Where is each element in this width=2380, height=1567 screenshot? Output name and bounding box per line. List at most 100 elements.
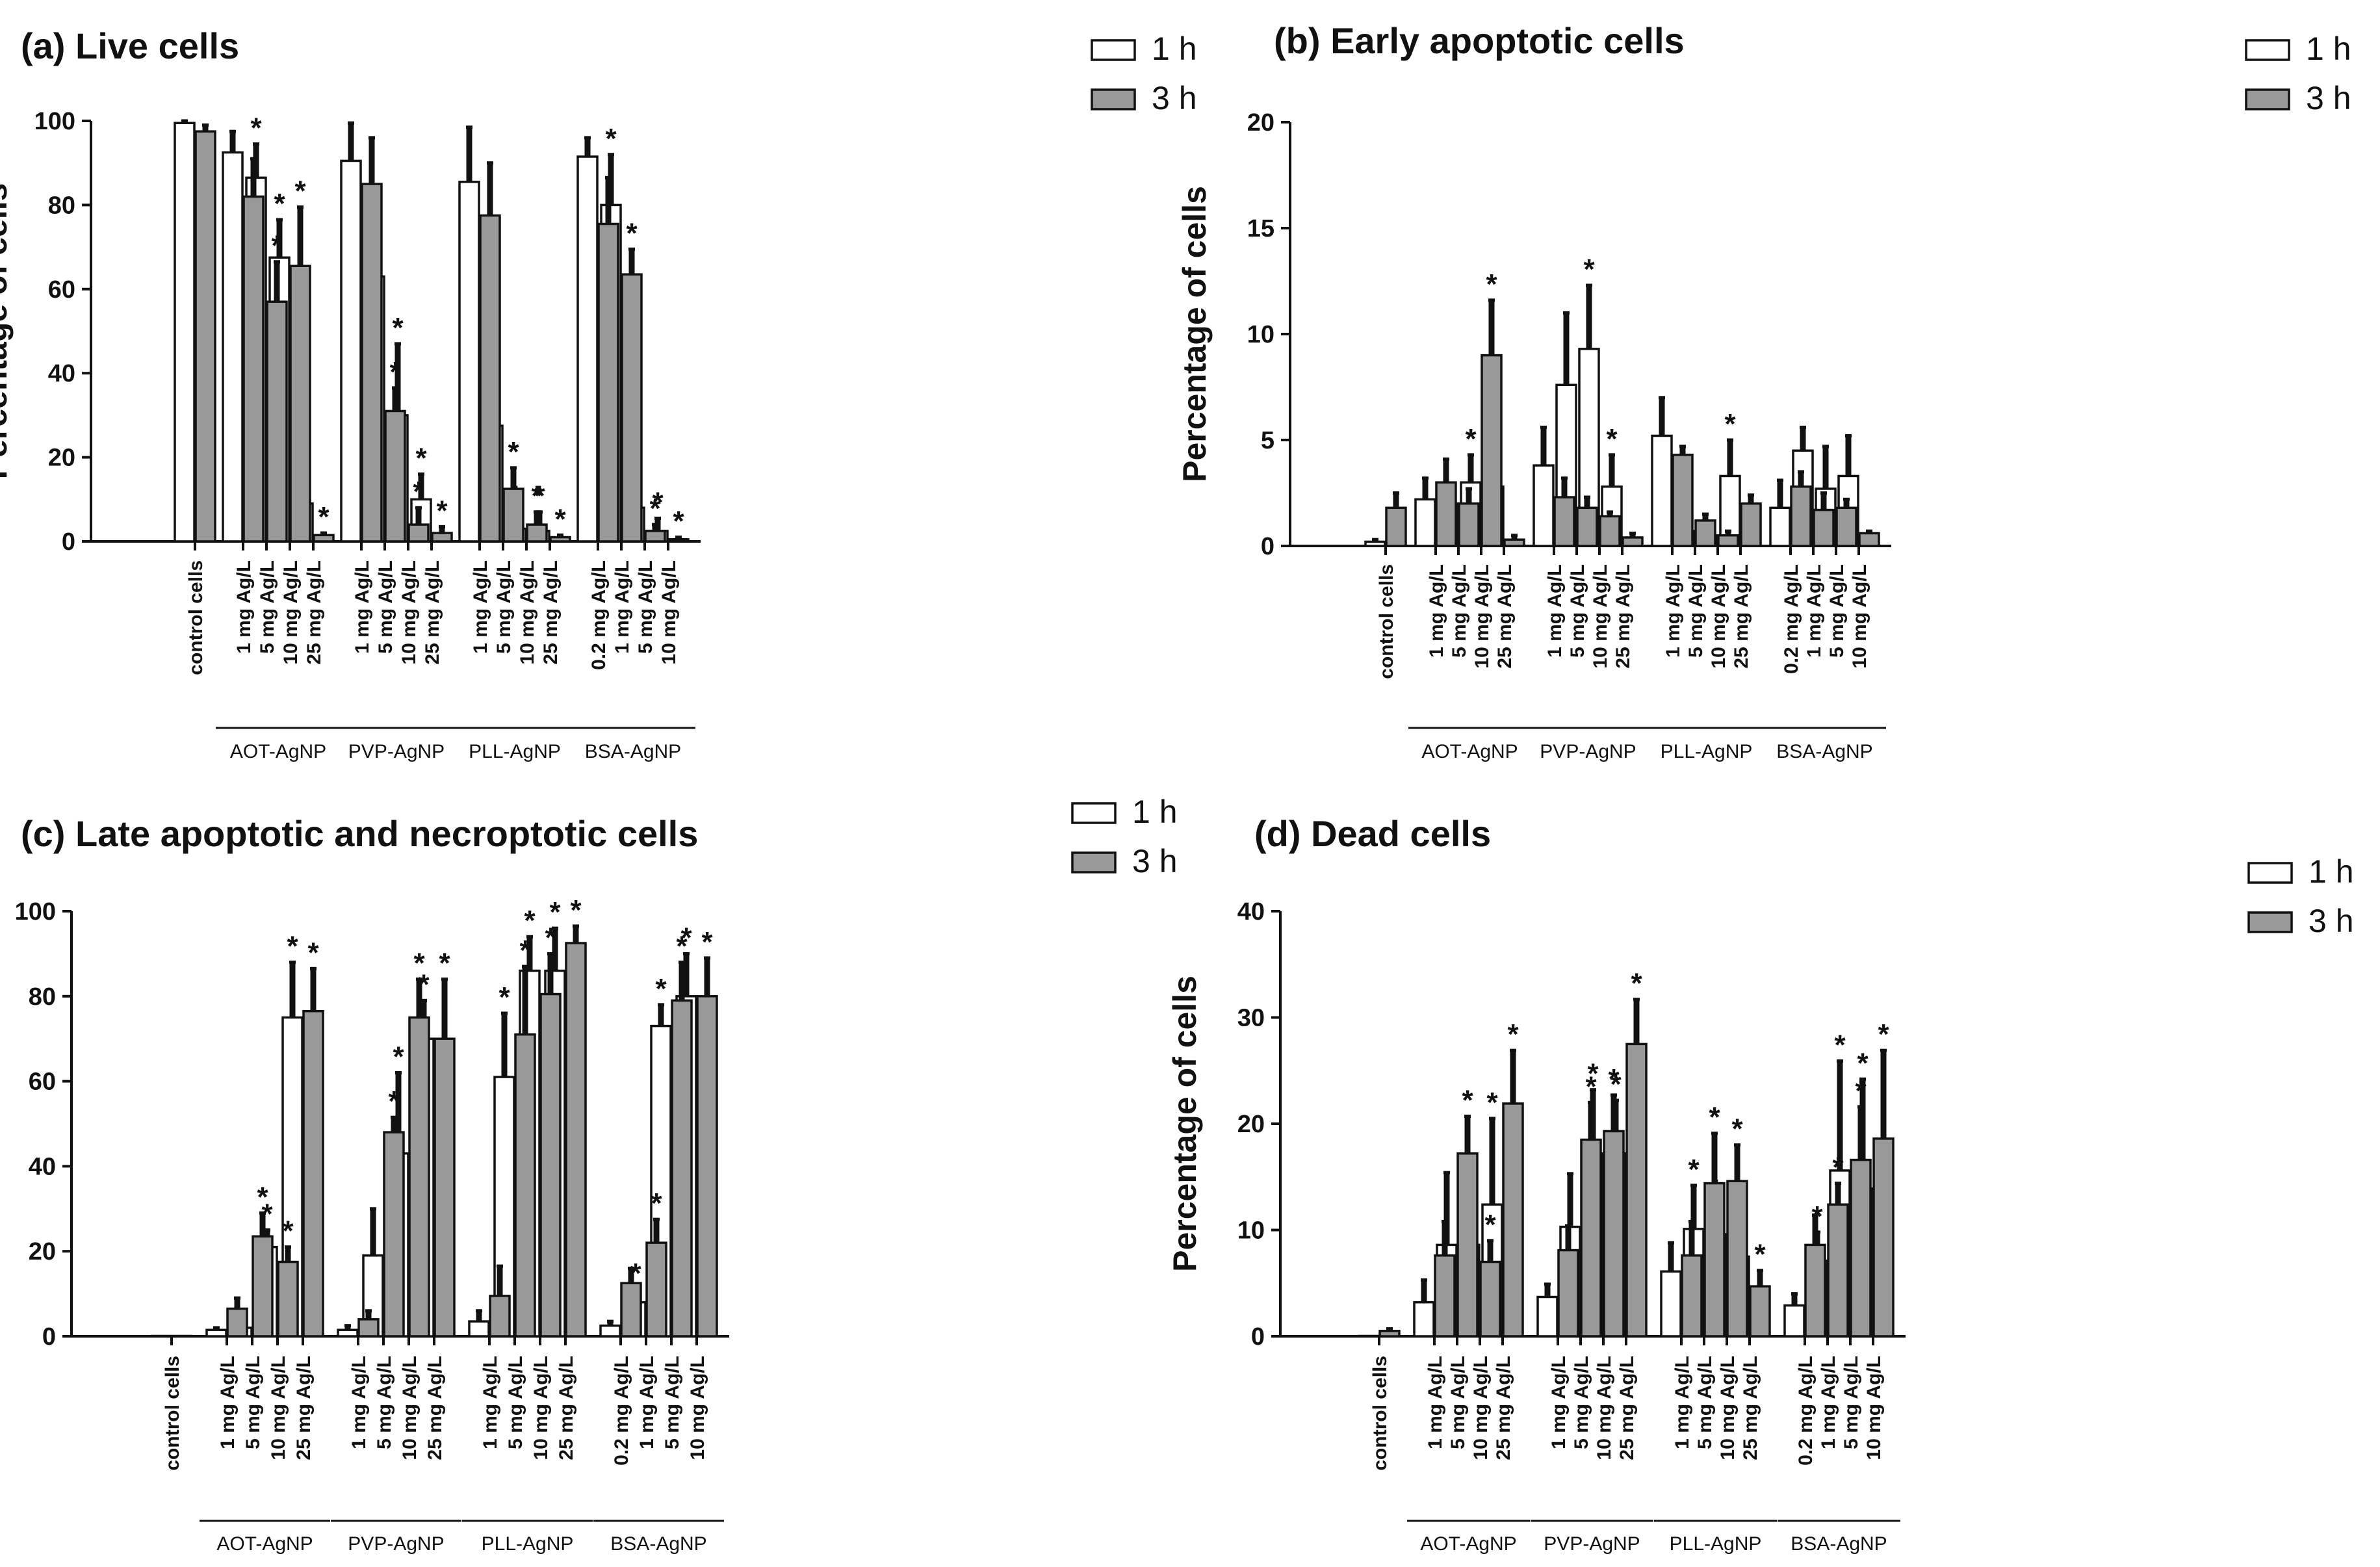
significance-star: * [1484,1209,1496,1241]
significance-star: * [413,948,425,979]
bar-3h [1813,508,1835,547]
y-tick-label: 100 [34,108,75,135]
significance-star: * [257,1181,268,1213]
significance-star: * [439,948,450,979]
significance-star: * [250,112,262,144]
x-category-label: 10 mg Ag/L [1863,1356,1885,1460]
significance-star: * [413,476,424,508]
bar-3h [1749,1285,1771,1338]
group-label: BSA-AgNP [585,741,681,762]
group-label: BSA-AgNP [1791,1533,1887,1555]
x-category-label: 0.2 mg Ag/L [1781,564,1802,674]
x-category-label: 5 mg Ag/L [242,1356,264,1449]
x-category-label: 5 mg Ag/L [493,560,515,654]
legend-swatch-3h [1091,88,1136,110]
x-category-label: 25 mg Ag/L [304,560,325,665]
x-category-label: 25 mg Ag/L [293,1356,315,1460]
x-category-label: 10 mg Ag/L [1708,564,1729,669]
bar-1h [599,1324,621,1338]
bar-3h [1850,1158,1872,1338]
significance-star: * [1832,1152,1844,1184]
x-category-label: 10 mg Ag/L [1590,564,1611,669]
legend-label: 3 h [2309,903,2354,939]
legend-label: 1 h [1132,794,1178,830]
significance-star: * [436,495,448,526]
group-label: BSA-AgNP [610,1533,706,1555]
significance-star: * [1587,1058,1599,1090]
legend-label: 1 h [1152,31,1197,67]
x-category-label: 25 mg Ag/L [1616,1356,1638,1460]
significance-star: * [388,1085,400,1117]
x-category-label: 1 mg Ag/L [1672,1356,1693,1449]
x-category-label: 1 mg Ag/L [470,560,491,654]
x-category-label: 1 mg Ag/L [612,560,633,654]
bar-1h [150,1334,172,1338]
bar-3h [252,1235,274,1338]
x-category-label: 25 mg Ag/L [424,1356,446,1460]
group-label: PVP-AgNP [1544,1533,1640,1555]
bar-3h [1435,481,1457,547]
bar-3h [302,1009,324,1338]
significance-star: * [1507,1018,1519,1050]
x-category-label: 1 mg Ag/L [1425,1356,1446,1449]
bar-3h [620,1282,642,1338]
group-label: PVP-AgNP [348,741,445,762]
y-tick-label: 10 [1247,321,1274,348]
significance-star: * [318,501,330,533]
x-category-label: 1 mg Ag/L [348,1356,370,1449]
legend-label: 1 h [2306,31,2351,67]
bar-1h [1769,506,1791,547]
legend-swatch-3h [2247,911,2293,933]
bar-1h [1413,1301,1435,1338]
significance-star: * [1709,1102,1720,1133]
bar-3h [1603,1130,1625,1338]
x-category-label: 25 mg Ag/L [540,560,562,665]
bar-1h [1660,1270,1682,1338]
bar-3h [1740,502,1762,547]
x-category-label: 25 mg Ag/L [1494,564,1516,669]
significance-star: * [652,486,664,518]
bar-3h [433,1037,456,1338]
x-category-label: 5 mg Ag/L [1826,564,1848,658]
group-label: AOT-AgNP [216,1533,313,1555]
bar-3h [171,1334,193,1338]
significance-star: * [1486,268,1497,300]
legend-label: 3 h [1152,80,1197,116]
x-category-label: 5 mg Ag/L [505,1356,526,1449]
chart-panel-d: (d) Dead cells 1 h 3 h 0 10 20 30 40 Percentage … [1167,813,2354,1555]
significance-star: * [519,935,531,966]
chart-panel-c: (c) Late apoptotic and necroptotic cells… [15,794,1178,1555]
group-label: AOT-AgNP [1420,1533,1516,1555]
significance-star: * [655,973,667,1005]
bar-3h [1625,1043,1648,1338]
significance-star: * [393,1041,404,1073]
x-category-label: 5 mg Ag/L [257,560,278,654]
bar-3h [289,265,311,543]
bar-3h [696,995,718,1338]
y-tick-label: 20 [48,445,75,472]
group-label: PLL-AgNP [469,741,561,762]
bar-1h [1783,1304,1805,1338]
bar-1h [1414,498,1436,547]
significance-star: * [651,1187,662,1219]
significance-star: * [534,480,545,512]
x-category-label: 25 mg Ag/L [1612,564,1634,669]
significance-star: * [1878,1018,1889,1050]
x-category-label: 1 mg Ag/L [1804,564,1825,658]
x-category-label: control cells [185,560,207,675]
x-category-label: 5 mg Ag/L [662,1356,683,1449]
bar-3h [549,536,571,543]
significance-star: * [1585,1070,1597,1102]
bar-3h [1726,1180,1748,1338]
bar-1h [340,159,362,543]
y-tick-label: 0 [42,1323,56,1351]
bar-3h [226,1307,248,1338]
x-category-label: 10 mg Ag/L [1717,1356,1739,1460]
significance-star: * [549,896,561,928]
bar-3h [1456,1152,1479,1338]
x-category-label: 10 mg Ag/L [687,1356,708,1460]
bar-3h [514,1033,536,1338]
bar-3h [1835,506,1857,547]
x-category-label: 10 mg Ag/L [268,1356,289,1460]
significance-star: * [1724,408,1736,440]
